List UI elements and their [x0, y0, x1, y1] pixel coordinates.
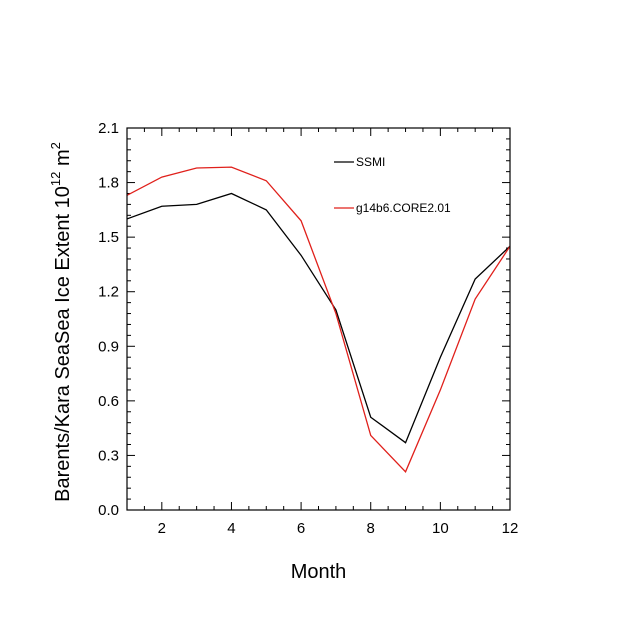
legend-label: SSMI — [356, 155, 385, 169]
plot-frame — [126, 127, 511, 511]
legend: SSMI g14b6.CORE2.01 — [334, 155, 451, 215]
y-tick-label: 1.8 — [98, 175, 119, 192]
y-tick-label: 2.1 — [98, 120, 119, 137]
y-tick-label: 0.6 — [98, 393, 119, 410]
y-tick-label: 1.2 — [98, 284, 119, 301]
y-axis-title-main: Barents/Kara SeaSea Ice Extent 10 — [52, 186, 74, 502]
x-tick-label: 4 — [227, 520, 235, 537]
y-tick-label: 0.0 — [98, 502, 119, 519]
series-line-g14b6-core2-01 — [126, 166, 511, 473]
y-axis-title-unit-exponent: 2 — [48, 142, 63, 149]
y-axis-title: Barents/Kara SeaSea Ice Extent 1012 m2 — [48, 142, 74, 502]
x-tick-label: 6 — [297, 520, 305, 537]
legend-label: g14b6.CORE2.01 — [356, 201, 451, 215]
series-lines — [126, 166, 511, 473]
x-tick-label: 8 — [367, 520, 375, 537]
y-axis-title-unit: m — [52, 149, 74, 171]
x-tick-label: 10 — [432, 520, 449, 537]
series-line-ssmi — [126, 192, 511, 444]
y-tick-label: 1.5 — [98, 229, 119, 246]
y-tick-label: 0.9 — [98, 338, 119, 355]
y-tick-label: 0.3 — [98, 447, 119, 464]
y-axis-title-exponent: 12 — [48, 172, 63, 186]
x-tick-label: 2 — [158, 520, 166, 537]
tick-labels: 2 4 6 8 10 12 0.0 0.3 0.6 0.9 1.2 1.5 1.8 2.1 — [98, 120, 518, 537]
x-axis-title: Month — [291, 561, 347, 583]
x-tick-label: 12 — [502, 520, 519, 537]
